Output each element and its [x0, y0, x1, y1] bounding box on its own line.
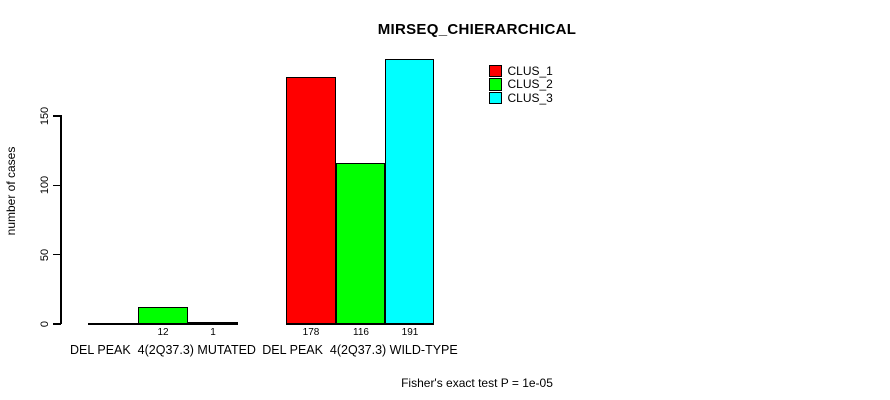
legend-label-clus3: CLUS_3	[507, 90, 553, 105]
legend-label-clus1: CLUS_1	[507, 63, 553, 78]
bar-count-clus1-wildtype: 178	[302, 327, 320, 338]
y-tick-label: 50	[39, 248, 51, 261]
legend-label-clus2: CLUS_2	[507, 77, 553, 92]
legend-swatch-clus1	[489, 64, 502, 77]
stat-test-annotation: Fisher's exact test P = 1e-05	[401, 376, 553, 390]
bar-count-clus2-wildtype: 116	[353, 327, 369, 338]
baseline-wildtype-group	[286, 323, 434, 325]
legend-item-clus1: CLUS_1	[489, 64, 553, 78]
legend-swatch-clus3	[489, 91, 502, 104]
bar-count-clus2-mutated: 12	[157, 327, 169, 338]
legend-item-clus2: CLUS_2	[489, 77, 553, 92]
baseline-mutated-group	[88, 323, 238, 325]
category-label-wildtype: DEL PEAK 4(2Q37.3) WILD-TYPE	[262, 343, 458, 357]
y-tick-mark	[53, 323, 61, 325]
y-tick-label: 0	[39, 320, 51, 328]
bar-clus1-wildtype	[286, 77, 336, 324]
category-label-mutated: DEL PEAK 4(2Q37.3) MUTATED	[70, 343, 256, 357]
y-axis-line	[60, 115, 62, 324]
bar-clus3-wildtype	[385, 59, 434, 324]
chart-title: MIRSEQ_CHIERARCHICAL	[377, 21, 577, 38]
y-axis-title: number of cases	[4, 146, 18, 236]
legend: CLUS_1 CLUS_2 CLUS_3	[489, 64, 553, 105]
y-tick-mark	[53, 115, 61, 117]
legend-item-clus3: CLUS_3	[489, 91, 553, 105]
y-tick-label: 150	[39, 106, 51, 126]
bar-count-clus3-wildtype: 191	[401, 327, 419, 338]
bar-count-clus3-mutated: 1	[210, 327, 216, 338]
bar-clus2-mutated	[138, 307, 188, 324]
y-tick-mark	[53, 253, 61, 256]
legend-swatch-clus2	[489, 78, 502, 91]
y-tick-mark	[53, 184, 61, 187]
bar-clus2-wildtype	[336, 163, 385, 324]
bar-clus3-mutated	[188, 322, 238, 324]
y-tick-label: 100	[39, 176, 51, 195]
